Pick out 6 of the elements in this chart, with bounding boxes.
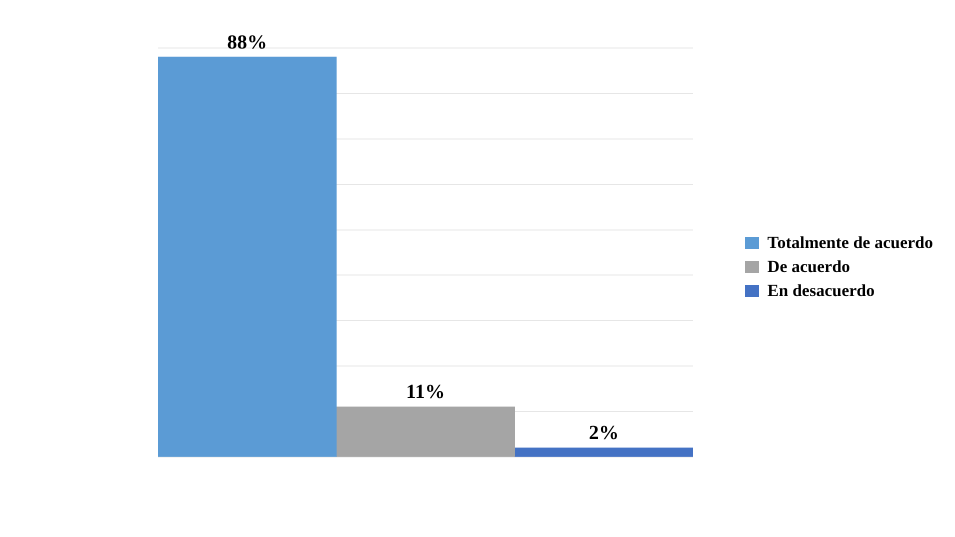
data-label: 2%	[588, 422, 619, 444]
data-label: 11%	[406, 381, 445, 404]
data-label: 88%	[227, 31, 268, 54]
legend-label: De acuerdo	[767, 256, 850, 276]
legend-label: En desacuerdo	[767, 280, 875, 300]
legend-label: Totalmente de acuerdo	[767, 232, 933, 252]
